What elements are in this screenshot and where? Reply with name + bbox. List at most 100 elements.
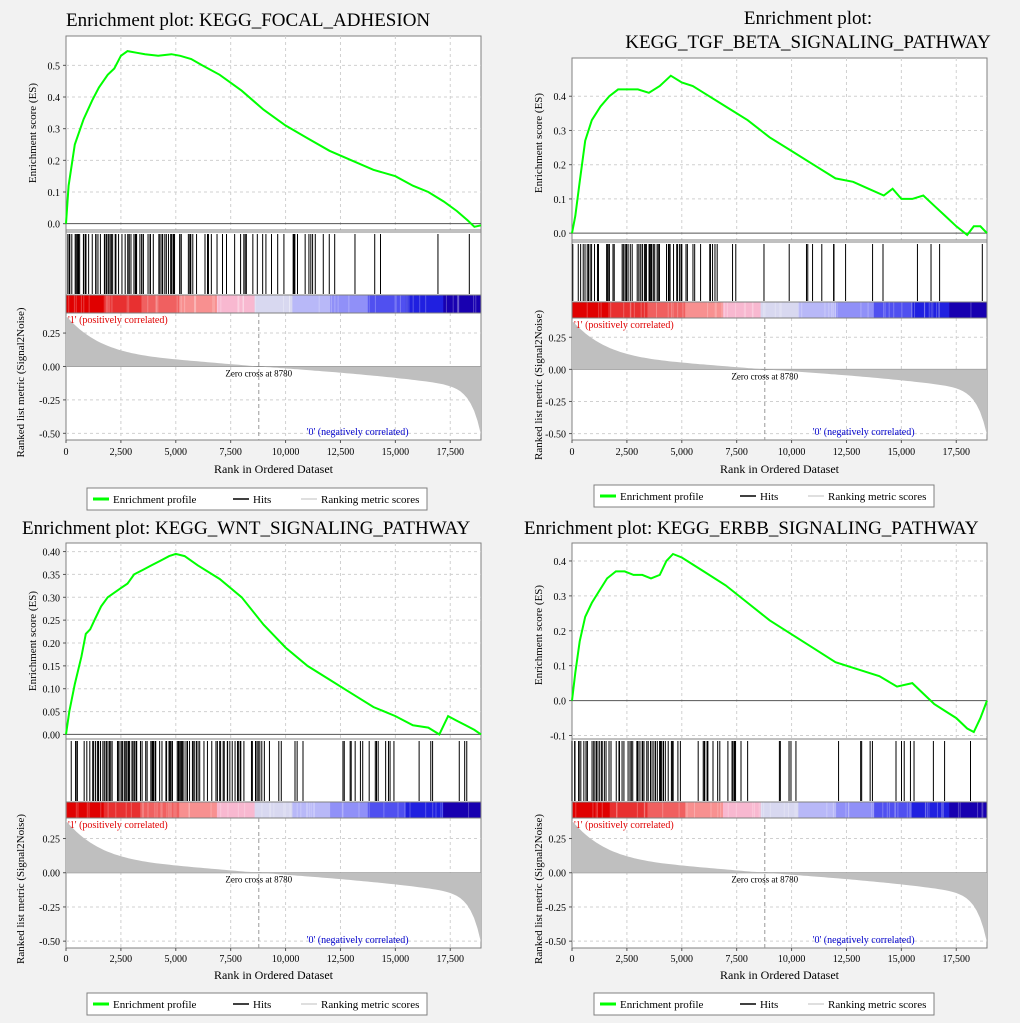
- x-tick-label: 5,000: [165, 954, 188, 965]
- x-tick-label: 5,000: [671, 447, 694, 458]
- heatmap-segment: [572, 302, 611, 318]
- es-curve: [571, 552, 988, 734]
- heatmap-segment: [911, 802, 950, 818]
- metric-y-axis-label: Ranked list metric (Signal2Noise): [15, 307, 27, 457]
- metric-tick-label: 0.00: [549, 365, 567, 376]
- x-tick-label: 12,500: [327, 447, 355, 458]
- metric-tick-label: -0.50: [545, 430, 566, 441]
- metric-tick-label: 0.00: [43, 869, 61, 880]
- es-tick-label: 0.3: [48, 125, 61, 136]
- positive-label: '1' (positively correlated): [68, 820, 168, 831]
- chart-panel-3: Enrichment plot: KEGG_WNT_SIGNALING_PATH…: [0, 512, 508, 1023]
- heatmap-segment: [798, 302, 837, 318]
- chart-title: Enrichment plot:: [744, 8, 872, 29]
- legend-box: [593, 484, 935, 508]
- metric-tick-label: -0.50: [39, 937, 60, 948]
- metric-tick-label: -0.25: [39, 903, 60, 914]
- es-tick-label: 0.3: [554, 592, 567, 603]
- positive-label: '1' (positively correlated): [574, 820, 674, 831]
- x-tick-label: 15,000: [382, 447, 410, 458]
- heatmap-segment: [873, 802, 913, 818]
- heatmap-segment: [443, 802, 482, 818]
- x-tick-label: 17,500: [943, 447, 971, 458]
- x-tick-label: 15,000: [888, 447, 916, 458]
- heatmap-frame: [571, 301, 988, 319]
- chart-panel-1: Enrichment plot: KEGG_FOCAL_ADHESION 0.0 0…: [0, 0, 508, 512]
- heatmap-segment: [572, 802, 611, 818]
- heatmap-segment: [216, 295, 256, 313]
- es-tick-label: 0.1: [554, 662, 567, 673]
- metric-area: [66, 315, 481, 435]
- positive-label: '1' (positively correlated): [574, 320, 674, 331]
- es-tick-label: 0.10: [43, 685, 61, 696]
- chart-panel-4: Enrichment plot: KEGG_ERBB_SIGNALING_PAT…: [512, 512, 1020, 1023]
- x-axis-label: Rank in Ordered Dataset: [214, 968, 334, 982]
- x-axis-label: Rank in Ordered Dataset: [720, 462, 840, 476]
- metric-tick-label: -0.25: [545, 903, 566, 914]
- es-y-axis-label: Enrichment score (ES): [27, 591, 39, 692]
- es-tick-label: 0.05: [43, 708, 61, 719]
- es-tick-label: 0.2: [554, 161, 567, 172]
- x-tick-label: 17,500: [943, 954, 971, 965]
- es-tick-label: 0.15: [43, 662, 61, 673]
- heatmap-segment: [405, 802, 444, 818]
- es-tick-label: 0.1: [554, 195, 567, 206]
- hits-group: [571, 741, 971, 801]
- x-tick-label: 17,500: [437, 954, 465, 965]
- heatmap-segment: [103, 802, 142, 818]
- es-tick-label: 0.0: [554, 697, 567, 708]
- metric-area: [66, 820, 481, 943]
- es-tick-label: 0.2: [554, 627, 567, 638]
- metric-tick-label: -0.25: [545, 397, 566, 408]
- chart-title: Enrichment plot: KEGG_WNT_SIGNALING_PATH…: [22, 518, 471, 539]
- heatmap-segment: [911, 302, 950, 318]
- heatmap-segment: [66, 802, 105, 818]
- x-tick-label: 15,000: [382, 954, 410, 965]
- metric-tick-label: 0.25: [549, 333, 567, 344]
- metric-tick-label: -0.50: [39, 429, 60, 440]
- metric-tick-label: 0.00: [549, 869, 567, 880]
- positive-label: '1' (positively correlated): [68, 315, 168, 326]
- legend-label-2: Hits: [253, 494, 271, 506]
- es-tick-label: 0.4: [554, 92, 567, 103]
- metric-y-axis-label: Ranked list metric (Signal2Noise): [533, 814, 545, 964]
- legend-box: [593, 992, 935, 1016]
- legend-label-3: Ranking metric scores: [321, 999, 419, 1011]
- negative-label: '0' (negatively correlated): [813, 427, 915, 438]
- es-y-axis-label: Enrichment score (ES): [533, 585, 545, 686]
- heatmap-frame: [571, 801, 988, 819]
- heatmap-segment: [66, 295, 105, 313]
- legend-box: [86, 487, 428, 511]
- es-tick-label: 0.40: [43, 548, 61, 559]
- legend-label-2: Hits: [760, 999, 778, 1011]
- legend-label-1: Enrichment profile: [113, 494, 197, 506]
- x-tick-label: 2,500: [616, 447, 639, 458]
- heatmap-segment: [179, 295, 218, 313]
- heatmap-segment: [685, 302, 724, 318]
- heatmap-segment: [949, 802, 988, 818]
- heatmap-segment: [141, 295, 180, 313]
- x-tick-label: 12,500: [833, 954, 861, 965]
- x-tick-label: 10,000: [272, 954, 300, 965]
- metric-tick-label: 0.25: [43, 835, 61, 846]
- metric-y-axis-label: Ranked list metric (Signal2Noise): [15, 814, 27, 964]
- heatmap-segment: [647, 802, 686, 818]
- es-tick-label: 0.0: [48, 220, 61, 231]
- es-tick-label: 0.25: [43, 616, 61, 627]
- x-tick-label: 2,500: [110, 447, 133, 458]
- heatmap-segment: [836, 802, 875, 818]
- x-tick-label: 0: [570, 954, 575, 965]
- x-tick-label: 12,500: [833, 447, 861, 458]
- legend-label-3: Ranking metric scores: [828, 999, 926, 1011]
- chart-title: Enrichment plot: KEGG_FOCAL_ADHESION: [66, 10, 430, 31]
- legend-label-1: Enrichment profile: [620, 491, 704, 503]
- es-tick-label: -0.1: [550, 732, 566, 743]
- x-tick-label: 17,500: [437, 447, 465, 458]
- metric-area: [572, 320, 987, 435]
- heatmap-segment: [798, 802, 837, 818]
- x-axis-label: Rank in Ordered Dataset: [720, 968, 840, 982]
- es-tick-label: 0.35: [43, 570, 61, 581]
- x-tick-label: 15,000: [888, 954, 916, 965]
- heatmap-segment: [722, 802, 762, 818]
- es-tick-label: 0.2: [48, 156, 61, 167]
